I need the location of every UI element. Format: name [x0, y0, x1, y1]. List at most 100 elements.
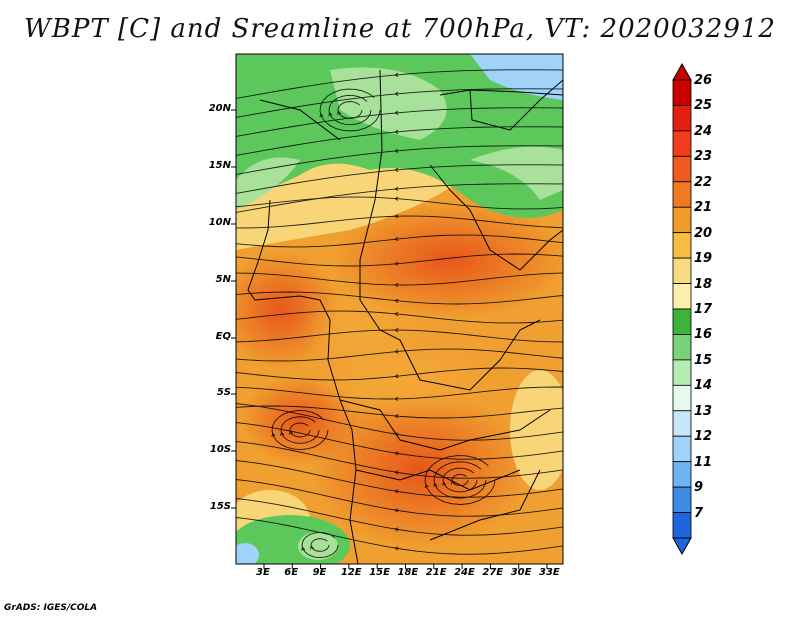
streamline	[236, 460, 563, 498]
streamline	[236, 107, 563, 137]
streamline-arrow	[394, 72, 399, 77]
colorbar-swatch	[672, 232, 692, 259]
streamline	[328, 94, 372, 126]
streamline-arrow	[394, 186, 399, 191]
streamline-arrow	[301, 546, 306, 551]
lon-label: 9E	[312, 567, 327, 578]
streamline	[236, 291, 563, 305]
streamline	[236, 183, 563, 213]
colorbar-label: 25	[694, 98, 713, 114]
lat-label: 5N	[215, 274, 231, 285]
streamline-arrow	[394, 282, 399, 288]
streamline-arrow	[394, 374, 399, 379]
colorbar-swatch	[672, 461, 692, 488]
colorbar-label: 26	[694, 73, 713, 88]
colorbar-label: 17	[694, 302, 713, 317]
streamline	[236, 145, 563, 175]
streamline	[236, 69, 563, 99]
streamline-arrow	[394, 312, 399, 317]
colorbar-label: 7	[694, 505, 704, 521]
streamline-arrow	[394, 396, 399, 401]
streamline	[236, 405, 563, 419]
streamline	[236, 479, 563, 517]
lat-label: 10S	[209, 444, 231, 455]
colorbar-swatch	[672, 283, 692, 310]
streamline-arrow	[394, 546, 399, 551]
streamline-arrow	[394, 167, 399, 172]
colorbar-swatch	[672, 410, 692, 437]
streamline	[236, 196, 563, 210]
streamline	[424, 455, 496, 505]
border-line	[339, 399, 551, 451]
streamline	[236, 441, 563, 479]
colorbar-label: 22	[694, 174, 713, 190]
streamline-arrow	[288, 430, 293, 435]
streamline	[271, 410, 329, 451]
lon-label: 3E	[256, 567, 270, 578]
border-line	[247, 199, 359, 564]
streamline-arrow	[394, 527, 399, 532]
streamline-arrow	[394, 129, 399, 134]
streamline	[236, 253, 563, 267]
streamline-arrow	[319, 112, 324, 118]
lon-label: 15E	[369, 567, 390, 578]
streamline-arrow	[328, 111, 333, 117]
lon-label: 33E	[539, 567, 560, 578]
streamline	[236, 498, 563, 536]
streamline	[280, 416, 320, 444]
colorbar-label: 23	[694, 149, 713, 165]
colorbar-swatch	[672, 257, 692, 284]
streamline	[236, 310, 563, 324]
colorbar-swatch	[672, 105, 692, 132]
border-line	[439, 89, 563, 96]
streamline-arrow	[394, 349, 399, 354]
colorbar-swatch	[672, 384, 692, 412]
streamline	[236, 126, 563, 156]
streamline	[236, 164, 563, 194]
colorbar-swatch	[672, 206, 692, 234]
colorbar-swatch	[672, 435, 692, 463]
lat-label: 10N	[208, 217, 231, 228]
border-line	[259, 99, 341, 141]
lon-label: 12E	[340, 567, 362, 578]
streamline-arrow	[394, 148, 399, 153]
streamline	[301, 531, 339, 559]
streamline-arrow	[394, 214, 399, 219]
lon-label: 18E	[397, 567, 419, 578]
colorbar-label: 13	[694, 403, 713, 419]
colorbar-label: 15	[694, 352, 713, 368]
streamline-arrow	[394, 508, 399, 513]
streamline	[319, 88, 381, 132]
streamline-arrow	[394, 327, 399, 333]
streamline-arrow	[394, 414, 399, 419]
colorbar-swatch	[672, 155, 692, 183]
lon-label: 24E	[454, 567, 475, 578]
streamline	[236, 386, 563, 400]
colorbar-label: 18	[694, 276, 713, 292]
colorbar-label: 12	[694, 429, 713, 445]
map-field	[236, 54, 563, 564]
colorbar-label: 19	[694, 251, 713, 267]
streamline-arrow	[394, 91, 399, 96]
colorbar-swatch	[672, 512, 692, 539]
colorbar-bottom-arrow	[672, 537, 692, 556]
streamline-arrow	[271, 432, 276, 438]
border-line	[355, 469, 521, 491]
lat-label: 15N	[208, 160, 231, 171]
colorbar-label: 20	[694, 225, 713, 241]
colorbar-swatch	[672, 181, 692, 208]
credit-label: GrADS: IGES/COLA	[4, 603, 98, 613]
streamline-arrow	[309, 545, 314, 550]
colorbar-label: 16	[694, 327, 713, 343]
streamline	[236, 367, 563, 381]
streamline-arrow	[394, 261, 399, 266]
colorbar-swatch	[672, 130, 692, 157]
colorbar-label: 9	[694, 480, 704, 496]
map-frame	[235, 53, 564, 565]
colorbar-swatch	[672, 308, 692, 335]
streamline	[337, 101, 363, 119]
lat-label: 15S	[209, 501, 231, 512]
border-line	[359, 69, 383, 300]
colorbar-swatch	[672, 334, 692, 361]
border-line	[429, 469, 541, 541]
